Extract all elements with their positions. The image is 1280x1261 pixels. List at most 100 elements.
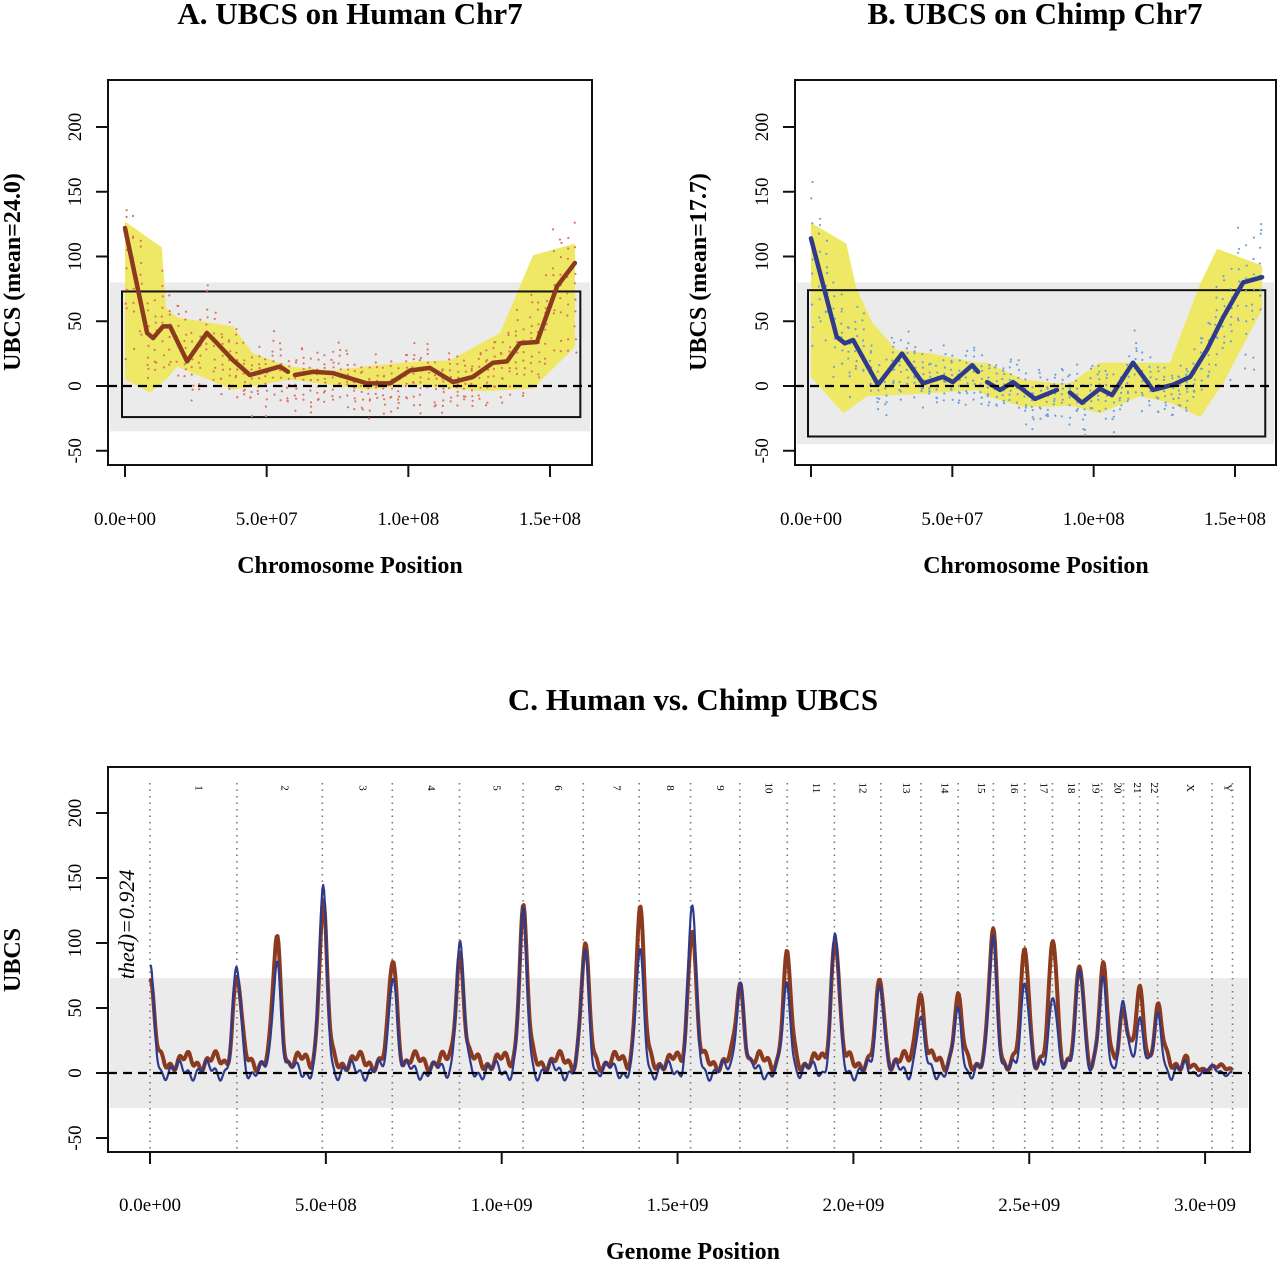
raw-point (892, 380, 895, 383)
raw-point (988, 367, 991, 370)
raw-point (185, 333, 188, 336)
raw-point (382, 394, 385, 397)
raw-point (390, 360, 393, 363)
chromosome-label: 17 (1038, 783, 1050, 795)
raw-point (1200, 367, 1203, 370)
raw-point (257, 377, 261, 380)
raw-point (1096, 373, 1099, 376)
raw-point (538, 360, 541, 363)
raw-point (442, 387, 445, 390)
raw-point (1105, 376, 1108, 379)
raw-point (250, 364, 254, 367)
y-tick-label: 50 (752, 312, 773, 331)
raw-point (907, 330, 910, 333)
raw-point (1186, 390, 1189, 393)
raw-point (972, 398, 975, 401)
raw-point (1097, 394, 1100, 397)
raw-point (442, 380, 445, 383)
raw-point (1111, 418, 1114, 421)
raw-point (840, 293, 843, 296)
raw-point (487, 375, 490, 378)
raw-point (1171, 374, 1174, 377)
raw-point (227, 340, 230, 343)
raw-point (347, 368, 350, 371)
raw-point (1089, 377, 1092, 380)
raw-point (508, 370, 511, 373)
raw-point (192, 384, 195, 387)
raw-point (1031, 386, 1034, 389)
raw-point (1236, 317, 1239, 320)
raw-point (427, 377, 430, 380)
raw-point (1140, 391, 1143, 395)
raw-point (832, 375, 835, 378)
chromosome-label: 6 (552, 785, 564, 791)
raw-point (323, 354, 326, 357)
raw-point (1001, 394, 1004, 397)
raw-point (486, 381, 489, 384)
raw-point (1199, 351, 1202, 354)
raw-point (324, 381, 327, 384)
raw-point (499, 351, 502, 354)
raw-point (161, 295, 164, 298)
raw-point (501, 401, 504, 404)
x-tick-label: 1.5e+08 (519, 509, 581, 530)
raw-point (1177, 375, 1180, 378)
raw-point (212, 370, 215, 373)
raw-point (338, 396, 341, 399)
raw-point (1177, 397, 1180, 400)
raw-point (1245, 264, 1248, 267)
raw-point (214, 366, 217, 369)
raw-point (236, 396, 239, 399)
raw-point (934, 364, 938, 367)
raw-point (885, 401, 888, 404)
raw-point (448, 352, 451, 355)
raw-point (418, 393, 421, 396)
raw-point (995, 380, 999, 383)
raw-point (559, 273, 562, 276)
raw-point (456, 404, 459, 407)
raw-point (426, 342, 429, 346)
raw-point (382, 412, 385, 415)
raw-point (221, 342, 224, 345)
raw-point (544, 342, 547, 345)
raw-point (1163, 375, 1166, 378)
raw-point (552, 228, 555, 231)
raw-point (1105, 373, 1109, 376)
y-tick-label: 150 (65, 178, 86, 207)
raw-point (168, 348, 171, 351)
raw-point (847, 326, 850, 329)
raw-point (862, 369, 865, 372)
raw-point (242, 372, 245, 375)
raw-point (177, 312, 180, 316)
raw-point (271, 376, 274, 379)
raw-point (942, 344, 945, 347)
raw-point (1030, 405, 1033, 408)
range-box (807, 289, 1267, 438)
raw-point (523, 373, 526, 376)
raw-point (899, 398, 902, 401)
raw-point (1061, 398, 1064, 401)
y-tick-label: 200 (65, 113, 86, 142)
raw-point (1038, 406, 1041, 409)
raw-point (161, 284, 164, 288)
raw-point (302, 393, 305, 396)
raw-point (1244, 289, 1247, 292)
raw-point (1067, 375, 1070, 378)
raw-point (1091, 407, 1094, 410)
raw-point (530, 293, 533, 296)
raw-point (1155, 396, 1158, 399)
raw-point (133, 347, 136, 350)
raw-point (1162, 378, 1166, 382)
raw-point (1091, 364, 1094, 367)
raw-point (264, 358, 267, 361)
raw-point (854, 350, 857, 353)
raw-point (856, 305, 859, 308)
raw-point (1236, 226, 1240, 229)
raw-point (1215, 296, 1218, 299)
raw-point (862, 345, 865, 348)
raw-point (457, 370, 460, 373)
raw-point (479, 386, 482, 389)
raw-point (367, 387, 370, 390)
raw-point (840, 331, 844, 334)
raw-point (191, 358, 194, 361)
